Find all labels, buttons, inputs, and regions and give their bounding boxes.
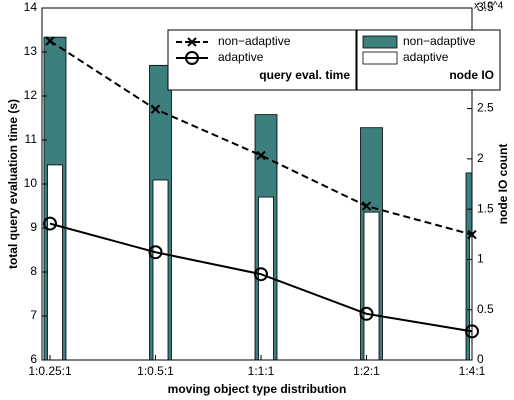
marker <box>256 150 266 161</box>
y-axis-title: total query evaluation time (s) <box>6 99 20 269</box>
bar <box>363 211 380 360</box>
y-tick-label: 13 <box>24 44 38 58</box>
legend-label: adaptive <box>218 50 264 64</box>
legend-title: node IO <box>449 68 494 82</box>
x-tick-label: 1:2:1 <box>353 364 380 378</box>
bar <box>469 231 472 360</box>
y2-tick-label: 0.5 <box>477 302 494 316</box>
y-tick-label: 11 <box>25 132 38 146</box>
legend-swatch <box>362 35 398 49</box>
marker <box>254 267 268 282</box>
y2-tick-label: 3.5 <box>477 0 494 14</box>
marker <box>45 36 55 46</box>
y2-tick-label: 0 <box>477 352 484 366</box>
y-tick-label: 7 <box>30 308 37 322</box>
legend-label: non−adaptive <box>403 34 476 48</box>
y2-multiplier: x 10^4 <box>474 1 504 12</box>
legend-title: query eval. time <box>259 68 350 82</box>
y2-tick-label: 2.5 <box>477 101 494 115</box>
bar <box>152 179 169 360</box>
legend-label: adaptive <box>403 50 449 64</box>
marker <box>150 104 161 114</box>
marker <box>359 306 374 321</box>
y-tick-label: 10 <box>24 176 38 190</box>
x-tick-label: 1:0.25:1 <box>28 364 72 378</box>
legend-box <box>167 29 357 91</box>
y2-axis-title: node IO count <box>496 144 510 225</box>
y2-tick-label: 2 <box>477 151 484 165</box>
y-tick-label: 9 <box>30 220 37 234</box>
marker <box>43 216 57 231</box>
bar <box>47 164 63 360</box>
marker <box>361 201 372 211</box>
y2-tick-label: 1 <box>477 252 484 266</box>
marker <box>148 245 163 260</box>
plot-area <box>43 36 472 360</box>
y2-tick-label: 1.5 <box>477 201 494 215</box>
legend-marker <box>185 51 199 65</box>
y-tick-label: 12 <box>24 88 38 102</box>
line <box>49 222 473 333</box>
y-tick-label: 14 <box>24 0 38 14</box>
y-tick-label: 6 <box>30 352 37 366</box>
legend-marker <box>187 37 197 47</box>
legend-label: non−adaptive <box>218 34 291 48</box>
legend-swatch <box>362 51 398 65</box>
x-tick-label: 1:1:1 <box>248 364 275 378</box>
x-tick-label: 1:4:1 <box>459 364 486 378</box>
line <box>49 40 473 236</box>
x-axis-title: moving object type distribution <box>168 382 347 396</box>
bar <box>465 172 472 360</box>
x-tick-label: 1:0.5:1 <box>137 364 174 378</box>
y-tick-label: 8 <box>30 264 37 278</box>
